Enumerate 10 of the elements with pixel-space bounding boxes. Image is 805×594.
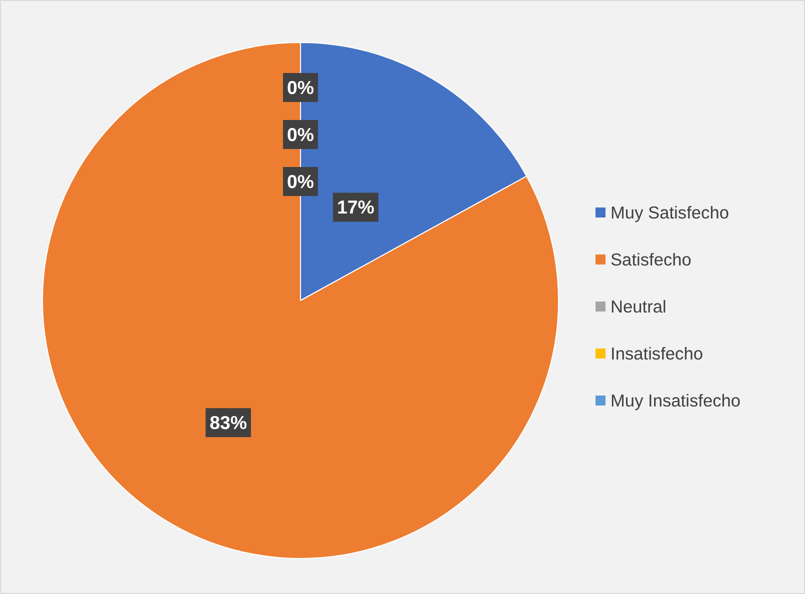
text: 0% [287, 77, 314, 98]
legend-label: Satisfecho [610, 250, 692, 270]
legend-label: Insatisfecho [610, 344, 703, 364]
data-label: 17% [336, 196, 375, 218]
text: 0% [287, 124, 314, 145]
data-label: 83% [210, 412, 248, 434]
legend-label: Muy Insatisfecho [610, 390, 741, 410]
legend-label: Neutral [610, 296, 666, 316]
legend-label: Muy Satisfecho [610, 202, 729, 222]
text: 0% [287, 171, 314, 192]
